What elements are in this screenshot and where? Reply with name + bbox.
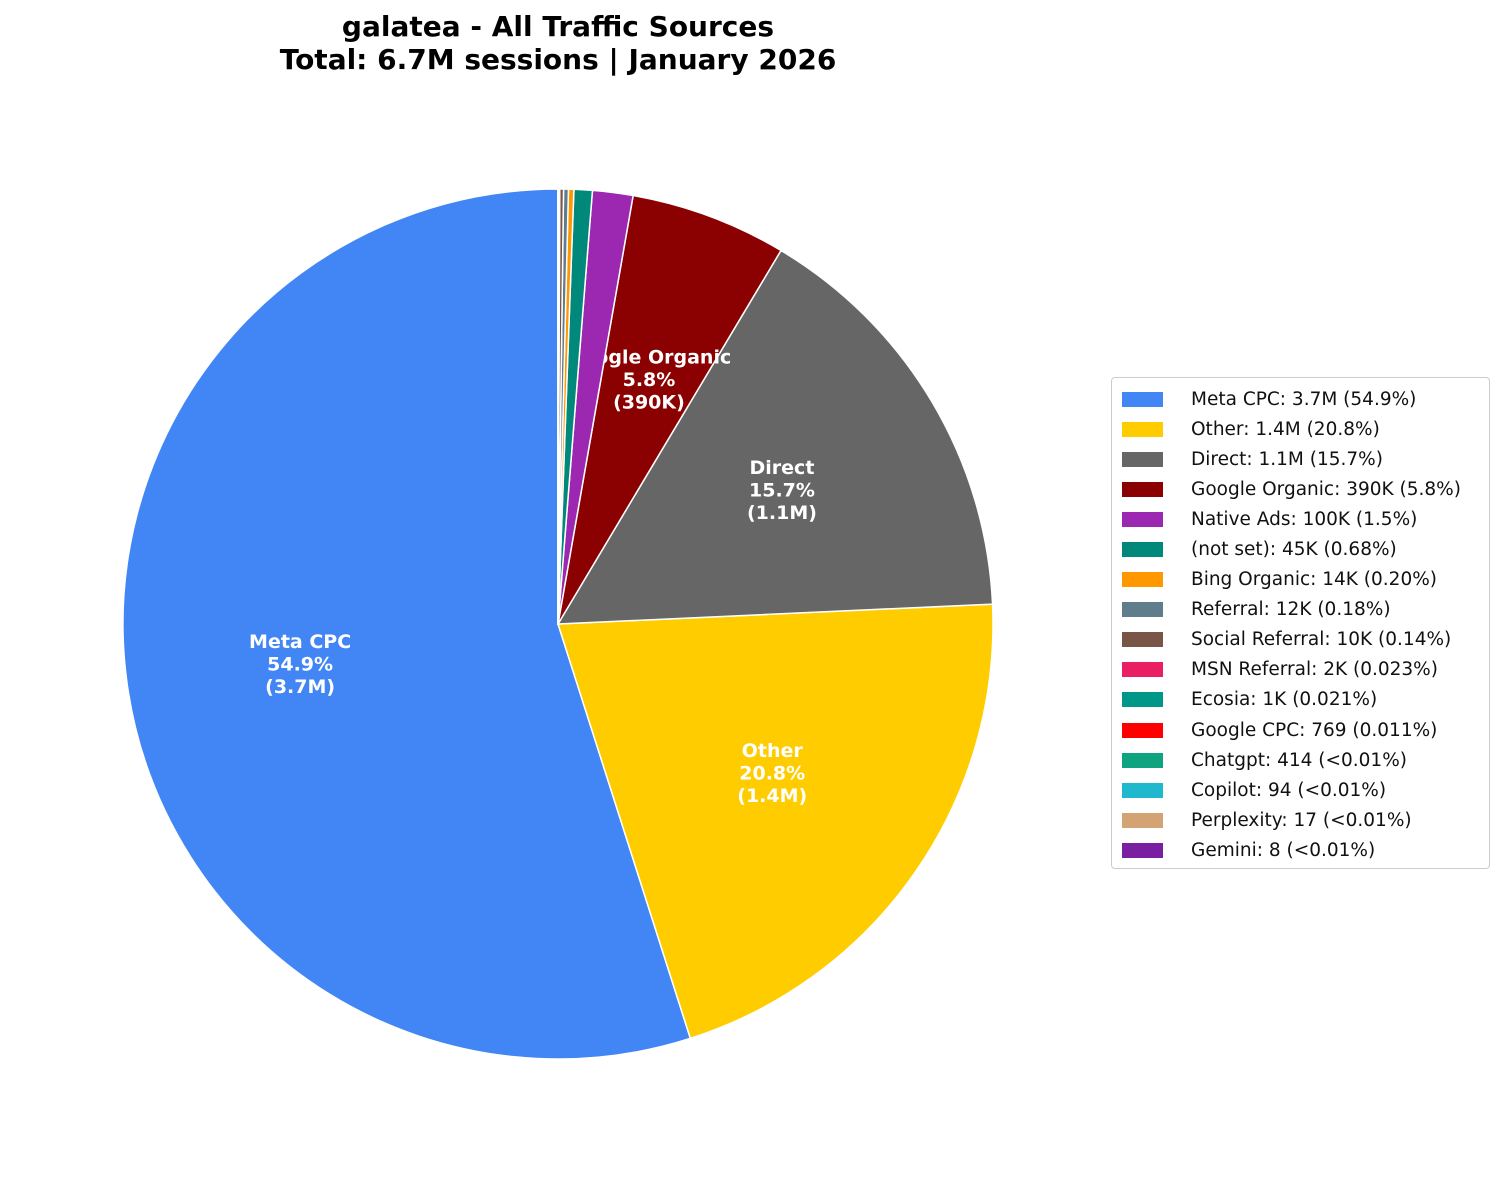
slice-label: Google Organic 5.8% (390K) bbox=[567, 346, 732, 413]
legend-item: Social Referral: 10K (0.14%) bbox=[1112, 625, 1489, 655]
legend-swatch bbox=[1122, 542, 1163, 558]
legend-label: Gemini: 8 (<0.01%) bbox=[1191, 839, 1376, 861]
legend-label: Referral: 12K (0.18%) bbox=[1191, 599, 1391, 621]
legend-label: Ecosia: 1K (0.021%) bbox=[1191, 689, 1378, 711]
subtitle-line: Total: 6.7M sessions | January 2026 bbox=[279, 43, 837, 76]
legend: Meta CPC: 3.7M (54.9%) Other: 1.4M (20.8%… bbox=[1111, 377, 1490, 869]
legend-item: Ecosia: 1K (0.021%) bbox=[1112, 685, 1489, 715]
legend-label: Native Ads: 100K (1.5%) bbox=[1191, 508, 1418, 530]
legend-item: Bing Organic: 14K (0.20%) bbox=[1112, 565, 1489, 595]
legend-label: (not set): 45K (0.68%) bbox=[1191, 539, 1397, 561]
legend-label: Copilot: 94 (<0.01%) bbox=[1191, 779, 1387, 801]
legend-item: (not set): 45K (0.68%) bbox=[1112, 534, 1489, 564]
legend-item: Other: 1.4M (20.8%) bbox=[1112, 414, 1489, 444]
legend-item: Google Organic: 390K (5.8%) bbox=[1112, 474, 1489, 504]
legend-label: Bing Organic: 14K (0.20%) bbox=[1191, 569, 1438, 591]
legend-swatch bbox=[1122, 752, 1163, 768]
legend-swatch bbox=[1122, 812, 1163, 828]
legend-item: Referral: 12K (0.18%) bbox=[1112, 595, 1489, 625]
legend-swatch bbox=[1122, 662, 1163, 678]
legend-label: Meta CPC: 3.7M (54.9%) bbox=[1191, 388, 1417, 410]
legend-item: Gemini: 8 (<0.01%) bbox=[1112, 835, 1489, 865]
legend-swatch bbox=[1122, 722, 1163, 738]
legend-item: Native Ads: 100K (1.5%) bbox=[1112, 504, 1489, 534]
legend-swatch bbox=[1122, 421, 1163, 437]
title-line: galatea - All Traffic Sources bbox=[341, 10, 775, 43]
legend-swatch bbox=[1122, 481, 1163, 497]
legend-swatch bbox=[1122, 842, 1163, 858]
legend-swatch bbox=[1122, 391, 1163, 407]
chart-title: galatea - All Traffic Sources Total: 6.7… bbox=[0, 10, 1116, 76]
legend-item: Meta CPC: 3.7M (54.9%) bbox=[1112, 384, 1489, 414]
legend-swatch bbox=[1122, 451, 1163, 467]
slice-label: Other 20.8% (1.4M) bbox=[737, 740, 807, 807]
legend-item: MSN Referral: 2K (0.023%) bbox=[1112, 655, 1489, 685]
legend-label: Chatgpt: 414 (<0.01%) bbox=[1191, 749, 1407, 771]
legend-label: Perplexity: 17 (<0.01%) bbox=[1191, 809, 1412, 831]
legend-swatch bbox=[1122, 692, 1163, 708]
legend-swatch bbox=[1122, 602, 1163, 618]
legend-swatch bbox=[1122, 511, 1163, 527]
legend-item: Google CPC: 769 (0.011%) bbox=[1112, 715, 1489, 745]
pie-slice-google-organic bbox=[557, 194, 783, 625]
legend-swatch bbox=[1122, 632, 1163, 648]
legend-item: Perplexity: 17 (<0.01%) bbox=[1112, 805, 1489, 835]
pie-slice-meta-cpc bbox=[122, 188, 692, 1060]
legend-swatch bbox=[1122, 572, 1163, 588]
legend-swatch bbox=[1122, 782, 1163, 798]
legend-label: MSN Referral: 2K (0.023%) bbox=[1191, 659, 1438, 681]
slice-label: Direct 15.7% (1.1M) bbox=[747, 457, 817, 524]
legend-label: Social Referral: 10K (0.14%) bbox=[1191, 629, 1452, 651]
legend-label: Google Organic: 390K (5.8%) bbox=[1191, 478, 1461, 500]
slice-label: Meta CPC 54.9% (3.7M) bbox=[249, 631, 351, 698]
legend-item: Direct: 1.1M (15.7%) bbox=[1112, 444, 1489, 474]
legend-item: Chatgpt: 414 (<0.01%) bbox=[1112, 745, 1489, 775]
legend-label: Other: 1.4M (20.8%) bbox=[1191, 418, 1380, 440]
legend-item: Copilot: 94 (<0.01%) bbox=[1112, 775, 1489, 805]
legend-label: Google CPC: 769 (0.011%) bbox=[1191, 719, 1438, 741]
pie-slice-other bbox=[556, 603, 994, 1040]
legend-label: Direct: 1.1M (15.7%) bbox=[1191, 448, 1383, 470]
pie-slice-direct bbox=[556, 249, 994, 625]
pie-chart: Meta CPC 54.9% (3.7M) Other 20.8% (1.4M) Direc… bbox=[122, 188, 994, 1060]
